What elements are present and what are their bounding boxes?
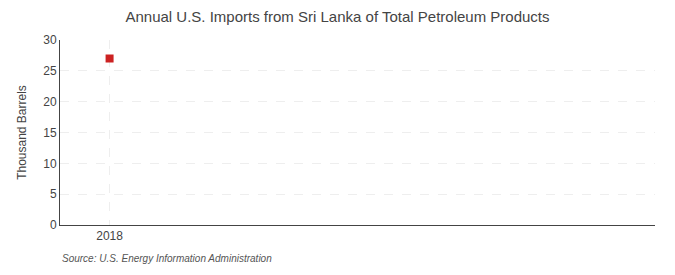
svg-text:25: 25	[43, 64, 57, 78]
svg-text:Thousand Barrels: Thousand Barrels	[15, 85, 29, 180]
svg-text:5: 5	[50, 187, 57, 201]
svg-text:2018: 2018	[96, 229, 123, 243]
svg-text:Source: U.S. Energy Informatio: Source: U.S. Energy Information Administ…	[62, 253, 272, 264]
svg-text:15: 15	[43, 126, 57, 140]
svg-text:0: 0	[50, 218, 57, 232]
svg-text:20: 20	[43, 95, 57, 109]
svg-text:30: 30	[43, 33, 57, 47]
svg-text:10: 10	[43, 157, 57, 171]
svg-text:Annual U.S. Imports from Sri L: Annual U.S. Imports from Sri Lanka of To…	[125, 8, 549, 25]
